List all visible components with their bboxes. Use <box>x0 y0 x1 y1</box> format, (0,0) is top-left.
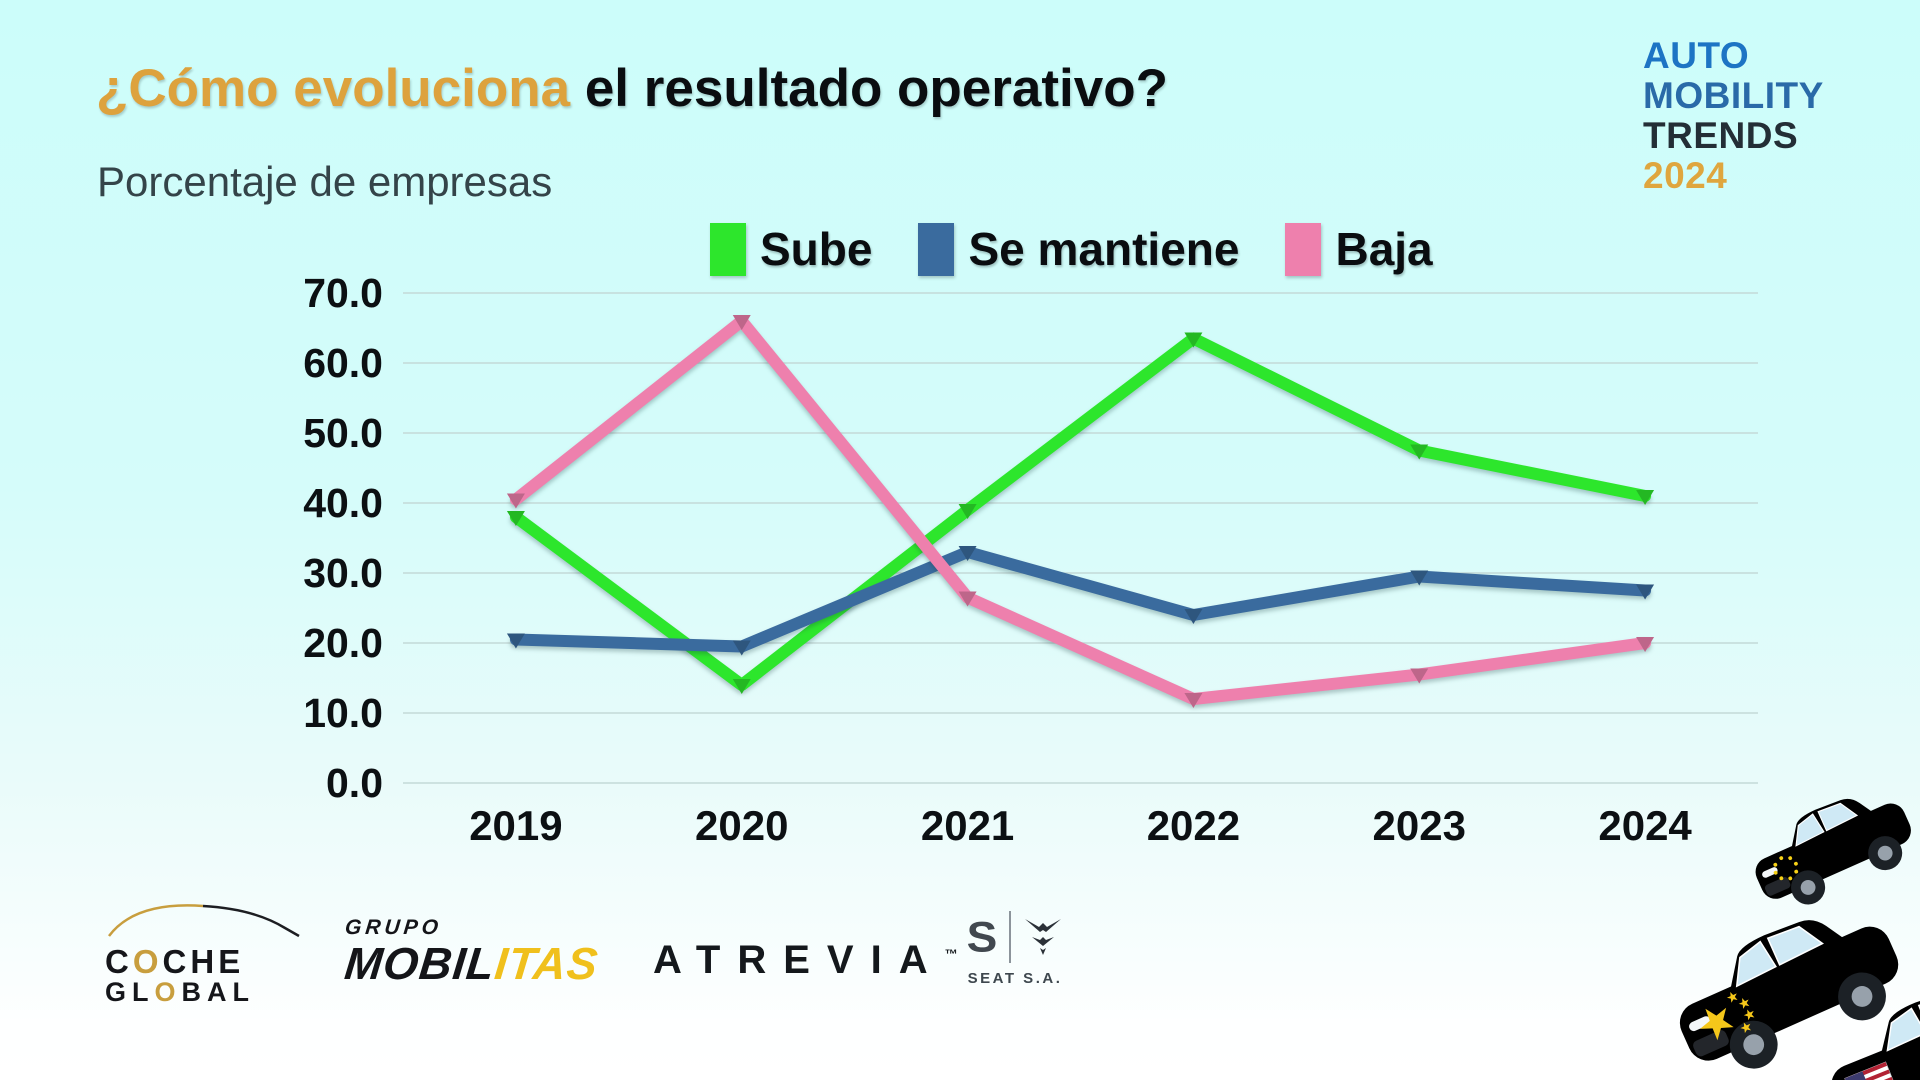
automobility-trends-logo: AUTO MOBILITY TRENDS 2024 <box>1643 36 1824 196</box>
y-tick-label: 70.0 <box>303 270 383 316</box>
seat-sa-logo: S SEAT S.A. <box>955 908 1075 987</box>
series-line-se-mantiene <box>509 546 1652 653</box>
x-tick-label: 2019 <box>469 802 562 849</box>
data-point-marker <box>1410 570 1429 586</box>
cars-illustration <box>1658 776 1920 1080</box>
y-tick-label: 60.0 <box>303 340 383 386</box>
x-tick-label: 2022 <box>1147 802 1240 849</box>
page-title-highlight: ¿Cómo evoluciona <box>96 59 571 118</box>
car-silhouette-icon <box>108 904 300 938</box>
china-flag-car <box>1658 888 1917 1080</box>
eu-flag-car <box>1740 776 1920 922</box>
data-point-marker <box>958 591 977 607</box>
legend-swatch-baja <box>1285 222 1322 276</box>
global-wordmark: GLOBAL <box>105 977 256 1007</box>
x-tick-label: 2021 <box>921 802 1014 849</box>
y-tick-label: 20.0 <box>303 620 383 666</box>
x-tick-label: 2020 <box>695 802 788 849</box>
legend-item-baja: Baja <box>1285 222 1433 276</box>
data-point-marker <box>1410 668 1429 684</box>
y-tick-label: 0.0 <box>326 760 383 806</box>
legend-swatch-se-mantiene <box>918 222 955 276</box>
data-point-marker <box>1636 584 1655 600</box>
brand-line-year: 2024 <box>1643 155 1728 196</box>
data-point-marker <box>1184 609 1203 624</box>
data-point-marker <box>958 504 977 519</box>
page-title: ¿Cómo evoluciona el resultado operativo? <box>96 58 1168 119</box>
x-tick-label: 2023 <box>1373 802 1466 849</box>
y-tick-label: 10.0 <box>303 690 383 736</box>
trademark-symbol: ™ <box>944 946 958 962</box>
x-tick-label: 2024 <box>1598 802 1692 849</box>
legend-label: Se mantiene <box>968 223 1240 275</box>
data-point-marker <box>506 511 525 526</box>
series-line-baja <box>509 315 1652 705</box>
y-tick-label: 50.0 <box>303 410 383 456</box>
y-tick-label: 30.0 <box>303 550 383 596</box>
legend-label: Baja <box>1335 223 1433 275</box>
line-chart: 0.0 10.0 20.0 30.0 40.0 50.0 60.0 70.0 2019 2020 2… <box>303 270 1758 849</box>
logo-divider <box>1009 911 1012 963</box>
data-point-marker <box>1410 444 1429 460</box>
seat-s-icon: S <box>966 913 998 961</box>
legend-item-se-mantiene: Se mantiene <box>918 222 1239 276</box>
y-tick-label: 40.0 <box>303 480 383 526</box>
grupo-mobilitas-logo: GRUPO MOBILITAS <box>342 916 601 989</box>
coche-wordmark: COCHE <box>105 943 245 980</box>
data-point-marker <box>958 546 977 561</box>
page-title-rest: el resultado operativo? <box>570 59 1168 118</box>
series-line-sube <box>509 332 1652 691</box>
brand-line-mobility: MOBILITY <box>1643 75 1824 116</box>
chart-subtitle: Porcentaje de empresas <box>97 158 553 205</box>
data-point-marker <box>1184 693 1203 708</box>
data-point-marker <box>732 315 751 330</box>
cupra-emblem-icon <box>1025 919 1062 955</box>
grupo-wordmark: GRUPO <box>343 916 444 939</box>
data-point-marker <box>1636 637 1655 652</box>
mobilitas-wordmark: MOBILITAS <box>342 938 601 989</box>
coche-global-logo: COCHE GLOBAL <box>105 898 305 1007</box>
legend-label: Sube <box>760 223 873 275</box>
data-point-marker <box>1636 490 1655 505</box>
legend-swatch-sube <box>710 222 746 276</box>
brand-line-trends: TRENDS <box>1643 115 1799 156</box>
legend-item-sube: Sube <box>710 222 872 276</box>
data-point-marker <box>506 633 525 649</box>
data-point-marker <box>732 679 751 694</box>
chart-legend: Sube Se mantiene Baja <box>710 222 1433 276</box>
atrevia-logo: ATREVIA™ <box>653 938 958 982</box>
data-point-marker <box>1184 332 1203 348</box>
data-point-marker <box>732 640 751 656</box>
seat-sa-caption: SEAT S.A. <box>967 970 1063 987</box>
brand-line-auto: AUTO <box>1643 35 1750 76</box>
data-point-marker <box>506 493 525 509</box>
